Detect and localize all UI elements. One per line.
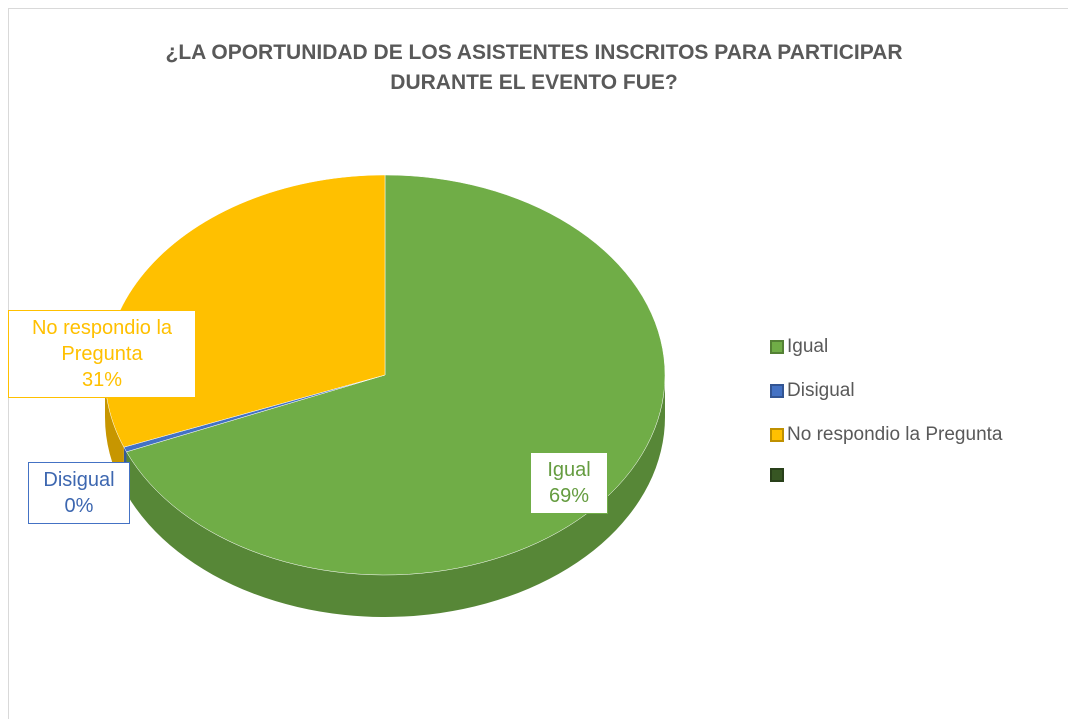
legend-swatch	[770, 468, 784, 482]
legend-entry: No respondio la Pregunta	[770, 424, 1002, 446]
legend-swatch	[770, 340, 784, 354]
legend-swatch	[770, 428, 784, 442]
data-label: Disigual 0%	[28, 462, 130, 524]
data-label: Igual 69%	[530, 452, 608, 514]
pie-side	[126, 375, 665, 617]
legend-label: Disigual	[787, 380, 855, 401]
data-label-value: 0%	[64, 495, 94, 517]
data-label-value: 31%	[81, 369, 123, 391]
chart-title: ¿LA OPORTUNIDAD DE LOS ASISTENTES INSCRI…	[165, 41, 903, 94]
legend-swatch	[770, 384, 784, 398]
legend-label: Igual	[787, 336, 829, 357]
legend-entry: Disigual	[770, 380, 855, 402]
legend-label: No respondio la Pregunta	[787, 424, 1003, 445]
data-label-category: No respondio la Pregunta	[31, 317, 173, 365]
data-label-category: Igual	[547, 459, 591, 481]
data-label: No respondio la Pregunta 31%	[8, 310, 196, 398]
legend-entry: Igual	[770, 336, 828, 358]
pie-side	[105, 375, 124, 490]
data-label-category: Disigual	[43, 469, 115, 491]
legend-entry	[770, 468, 787, 482]
data-label-value: 69%	[548, 485, 590, 507]
